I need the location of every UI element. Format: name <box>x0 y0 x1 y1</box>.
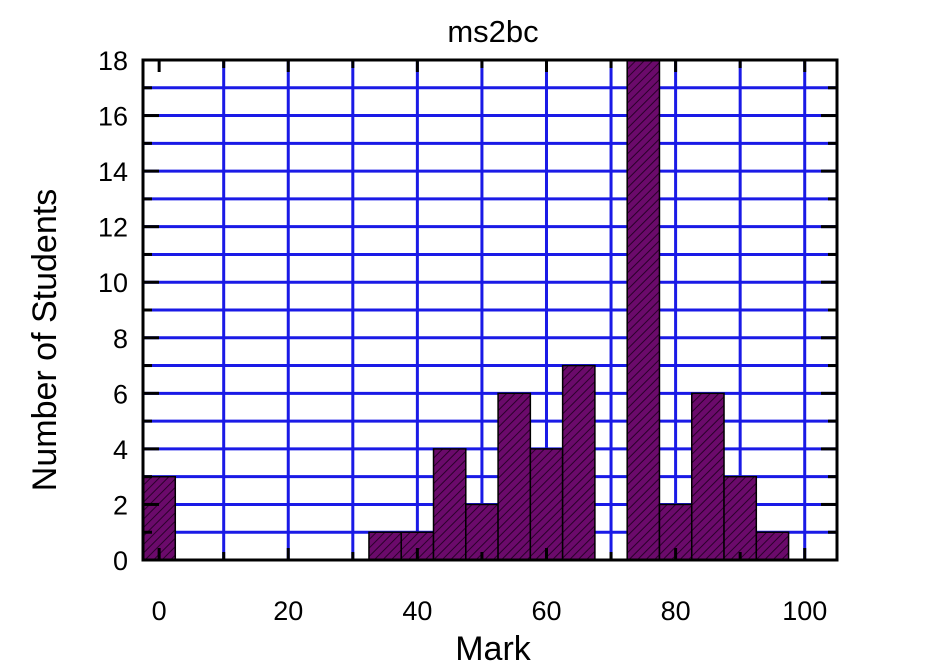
y-tick-label: 10 <box>98 268 128 298</box>
bars <box>142 59 790 561</box>
x-tick-labels: 0 20 40 60 80 100 <box>152 596 828 626</box>
histogram-bar <box>690 392 725 561</box>
y-tick-label: 18 <box>98 46 128 76</box>
x-tick-label: 40 <box>402 596 432 626</box>
x-tick-label: 20 <box>273 596 303 626</box>
x-tick-label: 60 <box>531 596 561 626</box>
axis-ticks <box>143 58 837 562</box>
histogram-bar <box>529 448 564 561</box>
y-axis-title: Number of Students <box>26 189 64 491</box>
histogram-bar <box>626 59 661 561</box>
histogram-bar <box>723 475 758 561</box>
y-tick-label: 14 <box>98 157 128 187</box>
x-tick-label: 80 <box>661 596 691 626</box>
y-tick-label: 2 <box>113 490 128 520</box>
y-tick-label: 6 <box>113 379 128 409</box>
y-tick-label: 0 <box>113 546 128 576</box>
x-tick-label: 100 <box>782 596 827 626</box>
histogram-bar <box>561 364 596 561</box>
histogram-bar <box>755 531 790 561</box>
histogram-bar <box>368 531 402 561</box>
x-axis-title: Mark <box>455 630 532 666</box>
histogram-bar <box>497 392 532 561</box>
y-tick-label: 16 <box>98 102 128 132</box>
histogram-bar <box>465 503 499 561</box>
chart-title: ms2bc <box>447 14 538 49</box>
y-tick-labels: 0 2 4 6 8 10 12 14 16 18 <box>98 46 128 576</box>
x-tick-label: 0 <box>152 596 167 626</box>
histogram-bar <box>432 448 467 561</box>
y-tick-label: 8 <box>113 324 128 354</box>
y-tick-label: 12 <box>98 213 128 243</box>
y-tick-label: 4 <box>113 435 128 465</box>
histogram-bar <box>142 475 177 561</box>
